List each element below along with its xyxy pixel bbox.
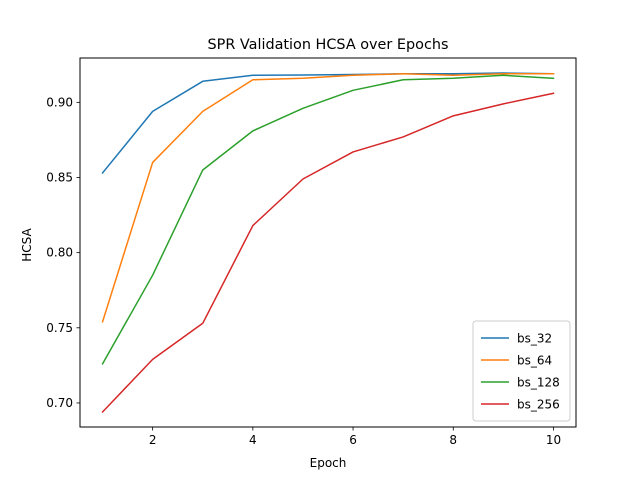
- legend-label: bs_64: [517, 354, 552, 368]
- chart-title: SPR Validation HCSA over Epochs: [208, 37, 449, 53]
- legend-box: [472, 320, 571, 422]
- series-line-bs-64: [101, 73, 555, 323]
- x-tick-label: 6: [349, 433, 357, 447]
- series-line-bs-256: [101, 92, 555, 414]
- legend: bs_32 bs_64 bs_128 bs_256: [472, 320, 571, 422]
- legend-label: bs_256: [517, 398, 560, 412]
- x-tick-label: 10: [546, 433, 561, 447]
- x-tick-label: 2: [149, 433, 157, 447]
- x-axis-label: Epoch: [310, 456, 347, 470]
- axes-frame: [79, 57, 577, 428]
- x-tick-label: 4: [249, 433, 257, 447]
- legend-label: bs_32: [517, 332, 552, 346]
- plot-area: [101, 72, 555, 414]
- series-line-bs-128: [101, 74, 555, 365]
- y-tick-label: 0.85: [46, 170, 73, 184]
- y-tick-label: 0.80: [46, 246, 73, 260]
- y-tick-label: 0.90: [46, 95, 73, 109]
- legend-label: bs_128: [517, 376, 560, 390]
- x-tick-label: 8: [449, 433, 457, 447]
- y-tick-label: 0.75: [46, 321, 73, 335]
- y-axis-label: HCSA: [20, 227, 34, 261]
- series-line-bs-32: [101, 72, 555, 175]
- y-tick-label: 0.70: [46, 396, 73, 410]
